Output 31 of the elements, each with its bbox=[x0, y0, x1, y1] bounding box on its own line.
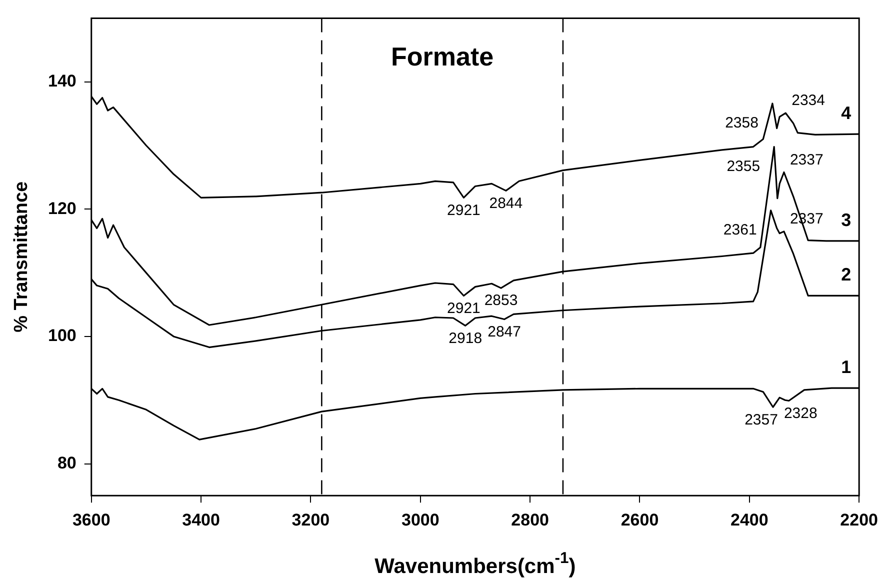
y-tick-label: 120 bbox=[48, 198, 76, 218]
annotation: 2361 bbox=[723, 222, 757, 239]
y-tick-label: 100 bbox=[48, 326, 76, 346]
series-label: 1 bbox=[841, 356, 852, 377]
annotation: 2328 bbox=[784, 404, 818, 422]
series-label: 2 bbox=[841, 264, 852, 285]
text: Formate bbox=[391, 41, 494, 72]
y-axis-title: % Transmittance bbox=[11, 181, 32, 332]
x-tick-label: 3200 bbox=[292, 510, 330, 530]
x-tick-label: 2600 bbox=[620, 510, 659, 530]
annotation: 2358 bbox=[725, 114, 758, 132]
x-tick-label: 3600 bbox=[72, 510, 110, 530]
series-label: 3 bbox=[841, 210, 852, 230]
annotation: 2355 bbox=[726, 158, 760, 175]
x-tick-label: 2400 bbox=[730, 510, 768, 530]
x-tick-label: 2800 bbox=[511, 510, 549, 530]
y-tick-label: 140 bbox=[48, 72, 76, 91]
annotation: 2847 bbox=[488, 323, 521, 340]
annotation: 2921 bbox=[447, 300, 480, 317]
annotation: 2918 bbox=[448, 330, 482, 347]
x-tick-label: 3000 bbox=[401, 510, 440, 530]
annotation: 2853 bbox=[484, 292, 518, 310]
series-label: 4 bbox=[841, 103, 852, 124]
annotation: 2921 bbox=[447, 202, 480, 219]
annotation: 2844 bbox=[489, 194, 523, 212]
x-tick-label: 3400 bbox=[182, 510, 220, 530]
annotation: 2334 bbox=[792, 92, 825, 110]
annotation: 2337 bbox=[790, 151, 824, 168]
y-tick-label: 80 bbox=[57, 453, 76, 472]
x-tick-label: 2200 bbox=[840, 510, 878, 530]
annotation: 2357 bbox=[744, 411, 778, 428]
